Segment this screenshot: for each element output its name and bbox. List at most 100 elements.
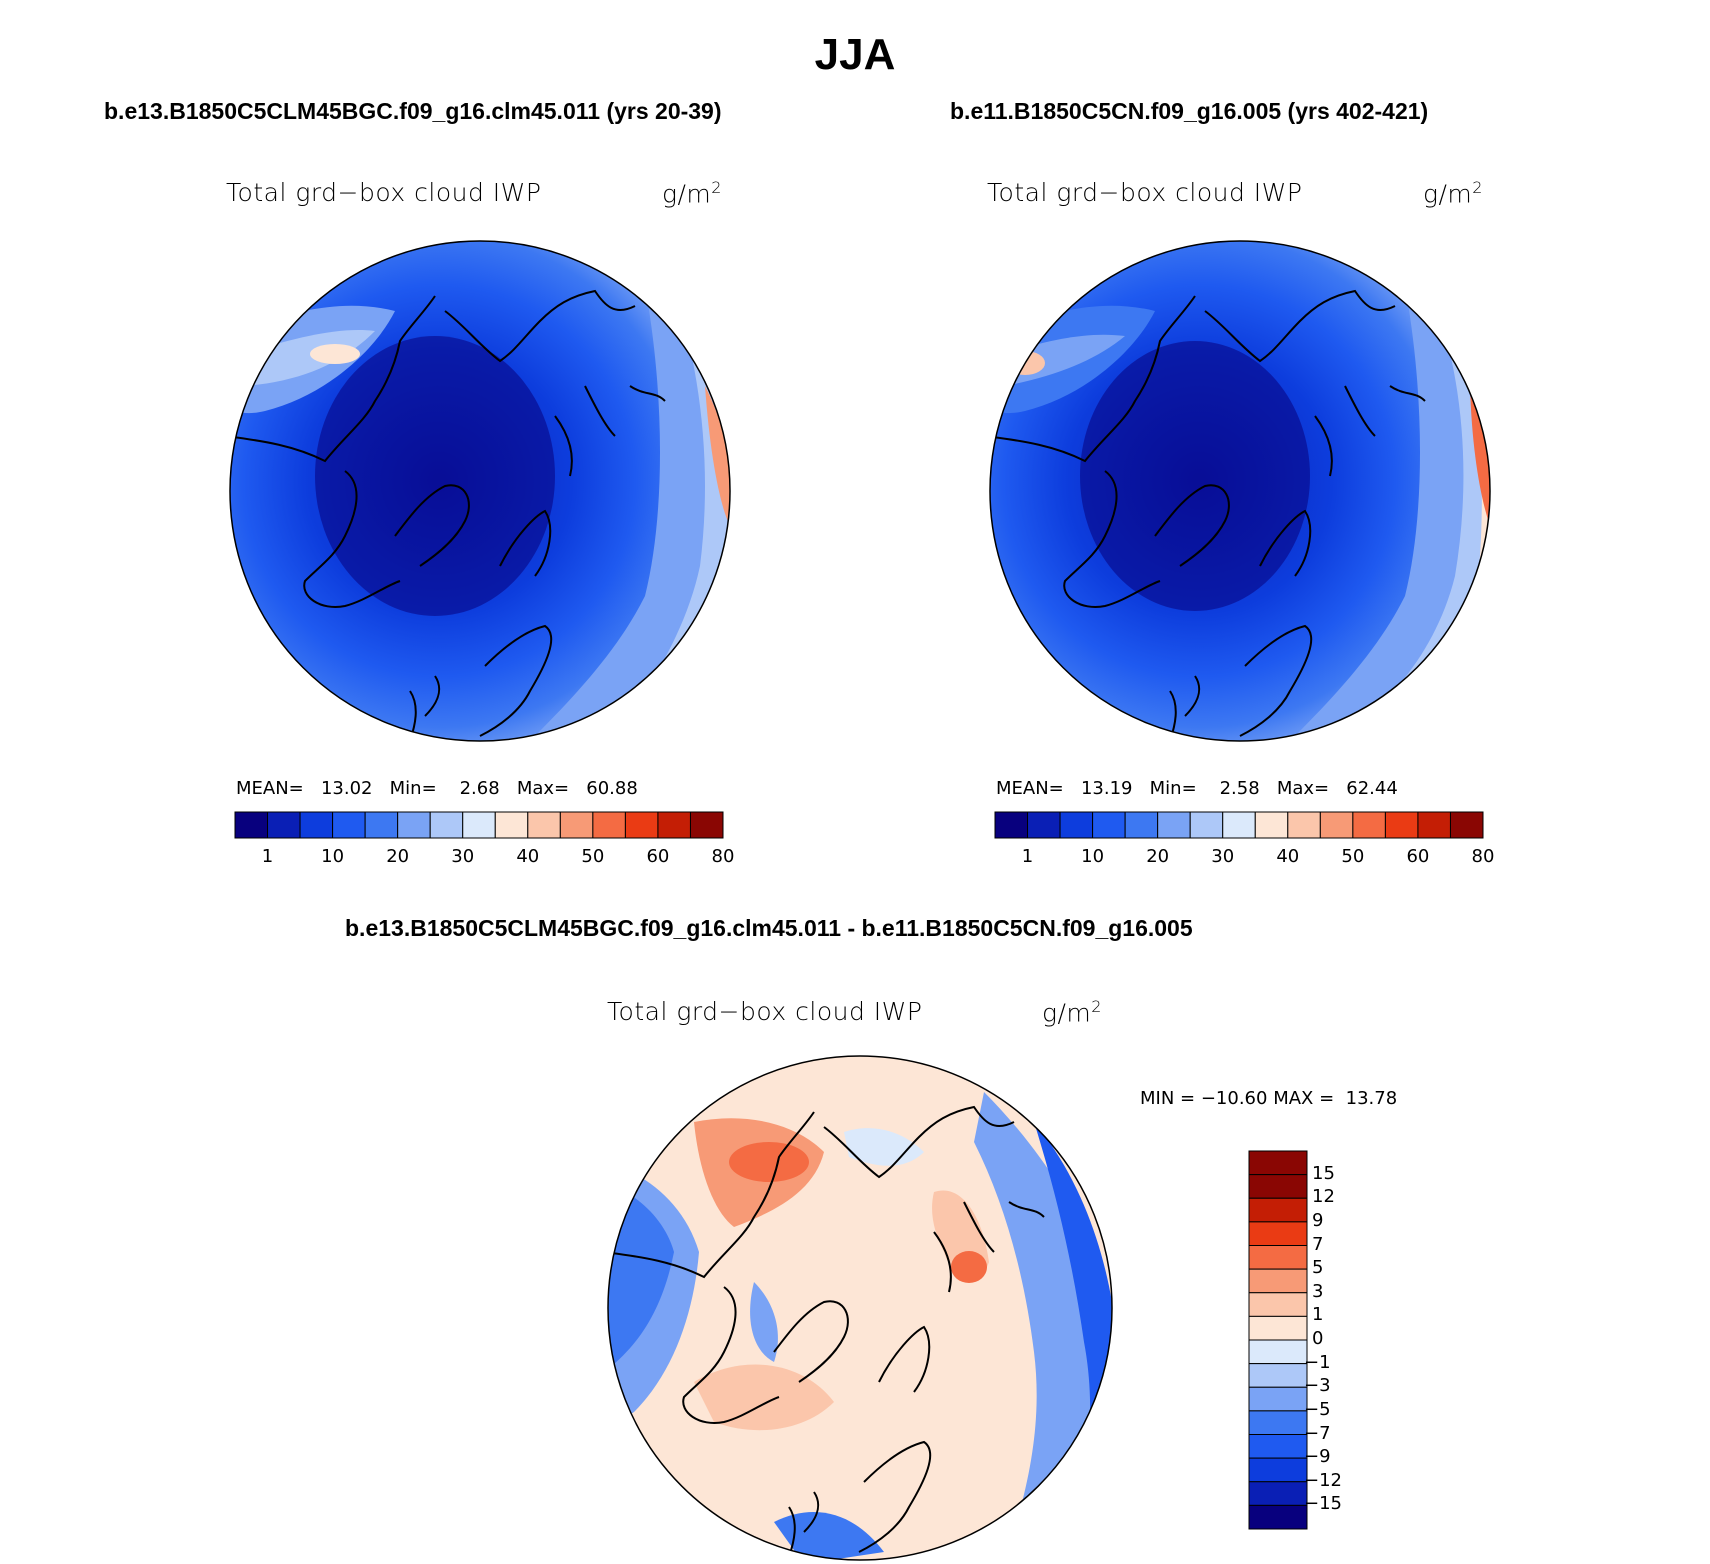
figure-title: JJA: [814, 30, 896, 79]
panel3-max-label: MAX =: [1273, 1088, 1335, 1109]
panel3-colorbar-swatch: [1248, 1339, 1308, 1365]
panel2-polar-map: [989, 240, 1491, 742]
panel3-archipelago-negative: [750, 1282, 778, 1362]
panel3-colorbar-tick-label: 7: [1312, 1233, 1324, 1255]
panel2-atlantic-max: [1470, 386, 1490, 531]
panel3-min-value: −10.60: [1200, 1088, 1268, 1109]
panel3-colorbar-swatch: [1248, 1245, 1308, 1270]
panel2-colorbar-tick-label: 50: [1341, 846, 1365, 867]
panel3-colorbar-tick-label: −5: [1304, 1398, 1331, 1420]
panel2-colorbar: [994, 811, 1484, 839]
panel1-pacific-max: [310, 344, 360, 364]
panel3-polar-map: [607, 1055, 1113, 1561]
panel1-arctic-minimum: [315, 336, 555, 616]
panel3-colorbar-tick-label: −3: [1304, 1375, 1331, 1397]
panel1-colorbar-swatch: [429, 811, 464, 839]
panel2-colorbar-ticks: 1 10 20 30 40 50 60 80: [994, 846, 1495, 870]
panel3-units-prefix: g/m: [1042, 998, 1092, 1028]
panel2-min-label: Min=: [1149, 778, 1197, 799]
panel2-colorbar-swatch: [1254, 811, 1289, 839]
panel3-min-label: MIN =: [1140, 1088, 1196, 1109]
panel1-colorbar-swatch: [494, 811, 529, 839]
panel3-colorbar-swatch: [1248, 1410, 1308, 1435]
panel1-colorbar-tick-label: 10: [321, 846, 345, 867]
panel2-max-value: 62.44: [1346, 778, 1398, 799]
panel3-central-negative: [844, 1128, 924, 1166]
panel3-stats: MIN = −10.60 MAX = 13.78: [1140, 1088, 1397, 1109]
panel3-colorbar-swatch: [1248, 1457, 1308, 1483]
panel2-units-prefix: g/m: [1423, 179, 1473, 209]
panel1-min-value: 2.68: [459, 778, 500, 799]
panel2-coastlines: [990, 289, 1426, 741]
panel2-min-value: 2.58: [1219, 778, 1260, 799]
panel2-colorbar-swatch: [1352, 811, 1386, 839]
panel3-colorbar-swatch: [1248, 1292, 1308, 1317]
panel2-colorbar-swatch: [1092, 811, 1126, 839]
panel2-colorbar-swatch: [1222, 811, 1256, 839]
panel1-colorbar-swatch: [592, 811, 626, 839]
panel1-colorbar-swatch: [689, 811, 724, 839]
panel2-units: g/m2: [1423, 178, 1483, 208]
panel1-colorbar-swatch: [234, 811, 269, 839]
panel1-colorbar-swatch: [332, 811, 366, 839]
panel1-min-label: Min=: [389, 778, 437, 799]
panel3-units: g/m2: [1042, 997, 1102, 1027]
panel1-coastlines: [230, 289, 666, 741]
panel3-colorbar-tick-label: 3: [1312, 1280, 1324, 1302]
panel2-colorbar-swatch: [1287, 811, 1321, 839]
panel2-map-border: [989, 240, 1491, 742]
panel2-colorbar-swatch: [1027, 811, 1061, 839]
panel1-colorbar-tick-label: 80: [711, 846, 735, 867]
panel1-units-exponent: 2: [711, 178, 722, 197]
panel1-polar-map: [229, 240, 731, 742]
panel3-colorbar-swatch: [1248, 1481, 1308, 1506]
panel1-mean-value: 13.02: [320, 778, 373, 799]
panel2-colorbar-tick-label: 30: [1211, 846, 1235, 867]
panel2-units-exponent: 2: [1472, 178, 1483, 197]
panel1-atlantic-max: [705, 386, 730, 526]
panel2-case-title: b.e11.B1850C5CN.f09_g16.005 (yrs 402-421…: [950, 98, 1429, 124]
panel1-case-title: b.e13.B1850C5CLM45BGC.f09_g16.clm45.011 …: [104, 98, 722, 124]
panel3-colorbar-swatch: [1248, 1197, 1308, 1223]
panel3-colorbar-swatch: [1248, 1434, 1308, 1459]
panel1-mean-label: MEAN=: [236, 778, 304, 799]
panel3-colorbar-tick-label: 12: [1312, 1186, 1335, 1208]
panel3-colorbar-tick-label: −7: [1304, 1422, 1331, 1444]
panel1-units-prefix: g/m: [662, 179, 712, 209]
panel3-colorbar-tick-label: 9: [1312, 1209, 1324, 1231]
panel1-max-label: Max=: [516, 778, 570, 799]
panel3-colorbar-swatch: [1248, 1221, 1308, 1246]
panel3-atlantic-max: [951, 1251, 987, 1283]
panel1-colorbar-swatch: [527, 811, 561, 839]
panel3-colorbar-tick-label: −1: [1304, 1351, 1331, 1373]
panel3-colorbar-swatch: [1248, 1268, 1308, 1294]
panel3-europe-negative: [774, 1512, 884, 1560]
panel1-units: g/m2: [662, 178, 722, 208]
panel1-map-border: [229, 240, 731, 742]
panel1-colorbar-tick-label: 30: [451, 846, 475, 867]
panel3-colorbar-swatch: [1248, 1174, 1308, 1199]
panel2-mean-value: 13.19: [1080, 778, 1133, 799]
panel1-colorbar-swatch: [657, 811, 691, 839]
panel2-colorbar-tick-label: 40: [1276, 846, 1300, 867]
panel1-colorbar-swatch: [267, 811, 301, 839]
panel3-colorbar-tick-label: 15: [1312, 1162, 1335, 1184]
panel3-coastlines: [608, 1105, 1045, 1558]
panel3-colorbar-ticks: 15 12 9 7 5 3 1 0 −1 −3 −5 −7 −9 −12 −15: [1304, 1150, 1372, 1530]
panel2-arctic-minimum: [1080, 341, 1310, 611]
panel1-variable-label: Total grd−box cloud IWP: [226, 178, 542, 207]
panel2-colorbar-swatch: [994, 811, 1029, 839]
panel1-stats: MEAN= 13.02 Min= 2.68 Max= 60.88: [236, 778, 638, 799]
panel1-pacific-band-inner: [235, 330, 375, 386]
panel2-colorbar-swatch: [1189, 811, 1224, 839]
panel3-max-value: 13.78: [1345, 1088, 1398, 1109]
panel2-variable-label: Total grd−box cloud IWP: [987, 178, 1303, 207]
panel3-colorbar-tick-label: 0: [1312, 1328, 1324, 1349]
panel1-colorbar-tick-label: 40: [516, 846, 540, 867]
panel2-colorbar-tick-label: 10: [1081, 846, 1105, 867]
panel3-siberia-max: [729, 1142, 809, 1182]
panel2-colorbar-swatch: [1157, 811, 1191, 839]
panel1-colorbar-tick-label: 50: [581, 846, 605, 867]
panel1-colorbar-swatch: [559, 811, 594, 839]
panel3-variable-label: Total grd−box cloud IWP: [607, 997, 923, 1026]
